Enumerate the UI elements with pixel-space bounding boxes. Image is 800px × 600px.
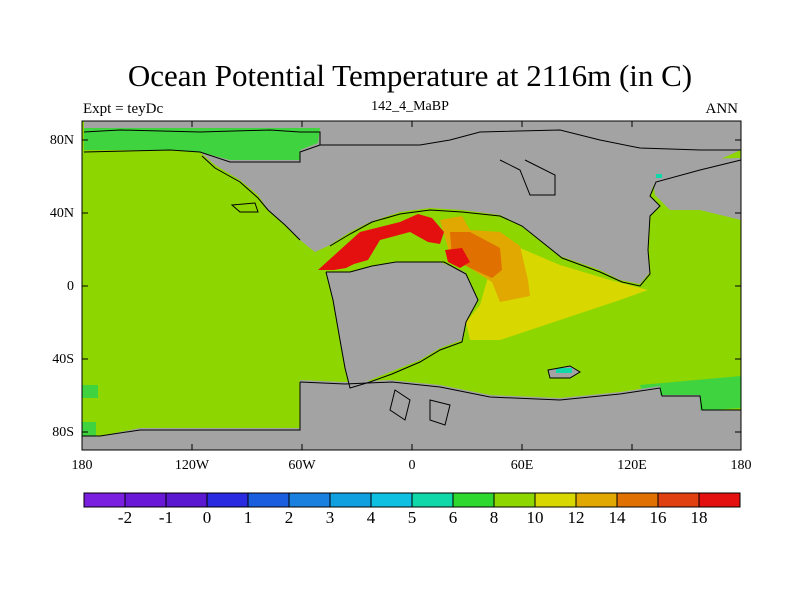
colorbar-swatch: [493, 492, 536, 508]
tethys-red-west: [318, 214, 444, 270]
colorbar-swatch: [165, 492, 208, 508]
lon-label-180w: 180: [71, 458, 93, 473]
lat-label-80n: 80N: [49, 133, 74, 148]
lon-label-120e: 120E: [617, 458, 647, 473]
case-label: 142_4_MaBP: [371, 99, 449, 114]
arctic-cold-band: [84, 128, 320, 160]
colorbar-swatch: [124, 492, 167, 508]
lon-label-60e: 60E: [510, 458, 534, 473]
colorbar-swatch: [657, 492, 700, 508]
colorbar-label: -1: [158, 508, 174, 527]
colorbar-label: 3: [325, 508, 335, 527]
colorbar-swatch: [534, 492, 577, 508]
colorbar-swatch: [616, 492, 659, 508]
colorbar-label: 0: [202, 508, 212, 527]
lat-ticks: [82, 139, 741, 433]
colorbar-label: 1: [243, 508, 253, 527]
tethys-red-east: [445, 248, 470, 268]
colorbar-swatch: [206, 492, 249, 508]
lat-label-40n: 40N: [49, 206, 74, 221]
colorbar-label: 6: [448, 508, 458, 527]
colorbar-label: -2: [117, 508, 133, 527]
lat-label-0: 0: [67, 279, 74, 294]
lat-label-80s: 80S: [52, 425, 74, 440]
colorbar-swatch: [247, 492, 290, 508]
sw-pacific-cold: [82, 385, 98, 398]
tethys-darkorange: [450, 232, 502, 278]
colorbar-swatch: [575, 492, 618, 508]
colorbar-label: 10: [526, 508, 544, 527]
colorbar-swatch: [370, 492, 413, 508]
south-america-africa: [326, 262, 478, 386]
colorbar-swatch: [452, 492, 495, 508]
colorbar-label: 2: [284, 508, 294, 527]
antarctica: [82, 380, 741, 450]
colorbar-swatch: [288, 492, 331, 508]
lon-ticks: [191, 121, 633, 450]
colorbar-label: 8: [489, 508, 499, 527]
colorbar-swatch: [329, 492, 372, 508]
season-label: ANN: [705, 101, 739, 117]
colorbar-label: 4: [366, 508, 376, 527]
lon-label-120w: 120W: [174, 458, 210, 473]
colorbar-label: 5: [407, 508, 417, 527]
colorbar-swatch: [83, 492, 126, 508]
indian-cyan-patch: [556, 368, 572, 373]
lon-label-0: 0: [408, 458, 416, 473]
colorbar-swatch: [411, 492, 454, 508]
lon-label-180e: 180: [730, 458, 752, 473]
sw-pacific-cold-2: [82, 422, 96, 436]
colorbar-label: 18: [690, 508, 708, 527]
experiment-label: Expt = teyDc: [83, 101, 164, 117]
map-title: Ocean Potential Temperature at 2116m (in…: [127, 58, 693, 93]
colorbar-label: 16: [649, 508, 667, 527]
colorbar: [83, 492, 741, 508]
ne-cyan-patch: [656, 174, 662, 178]
map-panel: [81, 120, 742, 451]
lon-label-60w: 60W: [288, 458, 316, 473]
colorbar-swatch: [698, 492, 741, 508]
colorbar-label: 14: [608, 508, 626, 527]
coastlines: [82, 129, 742, 437]
east-asia-block: [650, 158, 741, 220]
lat-label-40s: 40S: [52, 352, 74, 367]
colorbar-label: 12: [567, 508, 585, 527]
